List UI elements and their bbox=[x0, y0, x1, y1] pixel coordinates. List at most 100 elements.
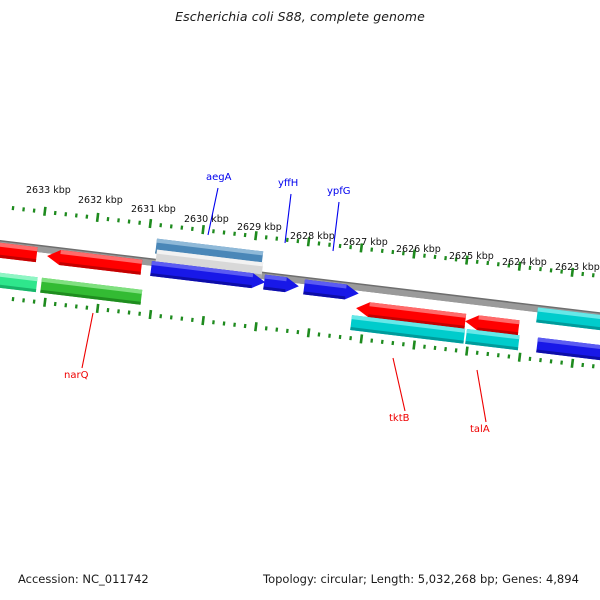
tick-minor bbox=[53, 301, 57, 307]
tick-major bbox=[465, 255, 469, 265]
tick-major bbox=[95, 212, 100, 223]
feature-red-tktb[interactable] bbox=[355, 301, 467, 329]
gene-label-yffh[interactable]: yffH bbox=[278, 178, 298, 244]
tick-label-3: 2630 kbp bbox=[184, 214, 229, 225]
feature-green-narq[interactable] bbox=[40, 277, 143, 305]
tick-major bbox=[465, 346, 469, 356]
gene-label-narq[interactable]: narQ bbox=[64, 312, 94, 381]
tick-major bbox=[43, 206, 47, 216]
tick-major bbox=[201, 224, 205, 235]
tick-minor bbox=[486, 351, 490, 357]
feature-highlight bbox=[304, 279, 347, 289]
feature-body bbox=[47, 250, 143, 275]
tick-major bbox=[43, 297, 47, 307]
tick-minor bbox=[74, 213, 78, 218]
tick-minor bbox=[496, 353, 500, 358]
topology-text: Topology: circular; Length: 5,032,268 bp… bbox=[263, 572, 579, 586]
tick-minor bbox=[338, 243, 342, 249]
tick-major bbox=[148, 309, 153, 320]
tick-minor bbox=[507, 263, 511, 268]
gene-label-leader bbox=[81, 312, 94, 369]
tick-minor bbox=[391, 249, 395, 255]
tick-label-4: 2629 kbp bbox=[237, 222, 282, 233]
feature-highlight bbox=[41, 277, 143, 294]
tick-minor bbox=[444, 256, 447, 261]
tick-minor bbox=[370, 247, 374, 252]
gene-label-text: yffH bbox=[278, 178, 298, 189]
tick-minor bbox=[349, 336, 353, 341]
tick-minor bbox=[475, 259, 479, 264]
tick-minor bbox=[317, 332, 321, 337]
feature-highlight bbox=[60, 250, 143, 264]
tick-major bbox=[95, 303, 100, 314]
feature-cyan-tktb[interactable] bbox=[350, 315, 466, 344]
feature-cyan-right[interactable] bbox=[536, 307, 600, 332]
feature-shadow bbox=[263, 286, 286, 293]
tick-minor bbox=[275, 236, 279, 241]
tick-minor bbox=[169, 315, 173, 320]
tick-minor bbox=[560, 360, 564, 365]
tick-minor bbox=[401, 342, 405, 347]
gene-label-aega[interactable]: aegA bbox=[206, 172, 232, 236]
feature-highlight bbox=[264, 274, 287, 282]
tick-minor bbox=[74, 304, 78, 309]
tick-labels-layer: 2633 kbp 2632 kbp 2631 kbp 2630 kbp 2629 kbp… bbox=[26, 185, 600, 273]
tick-minor bbox=[212, 229, 215, 234]
tick-minor bbox=[32, 208, 36, 213]
tick-minor bbox=[328, 242, 331, 247]
feature-shadow bbox=[368, 314, 465, 329]
feature-highlight bbox=[156, 238, 264, 256]
tick-minor bbox=[264, 326, 268, 331]
tick-minor bbox=[190, 317, 194, 322]
tick-minor bbox=[528, 265, 532, 271]
gene-label-tala[interactable]: talA bbox=[470, 369, 490, 435]
tick-minor bbox=[380, 339, 384, 344]
tick-minor bbox=[85, 214, 89, 219]
gene-label-tktb[interactable]: tktB bbox=[389, 357, 410, 424]
tick-minor bbox=[380, 248, 384, 253]
tick-minor bbox=[581, 271, 585, 277]
gene-label-leader bbox=[284, 193, 292, 244]
tick-minor bbox=[243, 232, 247, 238]
tick-minor bbox=[32, 299, 36, 304]
feature-red-tala[interactable] bbox=[464, 314, 520, 336]
feature-blue-right[interactable] bbox=[536, 337, 600, 362]
gene-label-leader bbox=[476, 369, 487, 423]
tick-label-0: 2633 kbp bbox=[26, 185, 71, 196]
tick-label-2: 2631 kbp bbox=[131, 204, 176, 215]
feature-red-narq[interactable] bbox=[46, 249, 143, 275]
feature-cyan-tala[interactable] bbox=[465, 328, 520, 351]
tick-minor bbox=[222, 321, 226, 326]
feature-blue-aega[interactable] bbox=[150, 261, 266, 290]
tick-minor bbox=[64, 212, 68, 217]
tick-label-6: 2627 kbp bbox=[343, 237, 388, 248]
feature-red-left-edge[interactable] bbox=[0, 241, 38, 263]
feature-blue-ypfg[interactable] bbox=[303, 279, 359, 300]
gene-label-ypfg[interactable]: ypfG bbox=[327, 186, 351, 252]
tick-minor bbox=[138, 311, 142, 316]
tick-major bbox=[306, 237, 311, 247]
tick-minor bbox=[138, 220, 142, 225]
feature-highlight bbox=[156, 249, 264, 267]
tick-minor bbox=[296, 238, 300, 244]
tick-major bbox=[148, 218, 153, 229]
tick-minor bbox=[444, 347, 447, 352]
tick-major bbox=[359, 243, 364, 253]
tick-major bbox=[254, 231, 258, 241]
tick-label-5: 2628 kbp bbox=[290, 231, 335, 242]
tick-minor bbox=[159, 223, 163, 228]
feature-blue-yffh[interactable] bbox=[263, 274, 300, 294]
tick-minor bbox=[117, 309, 120, 314]
tick-minor bbox=[127, 219, 131, 224]
gene-labels-layer: aegA yffH ypfG narQ tktB talA bbox=[64, 172, 490, 435]
lower-tick-row bbox=[11, 297, 595, 369]
tick-minor bbox=[433, 254, 437, 260]
tick-minor bbox=[85, 305, 89, 310]
feature-shadow bbox=[536, 349, 600, 362]
tick-label-7: 2626 kbp bbox=[396, 244, 441, 255]
tick-major bbox=[517, 261, 522, 271]
feature-spring-edge[interactable] bbox=[0, 271, 38, 293]
tick-minor bbox=[549, 359, 553, 364]
tick-label-1: 2632 kbp bbox=[78, 195, 123, 206]
